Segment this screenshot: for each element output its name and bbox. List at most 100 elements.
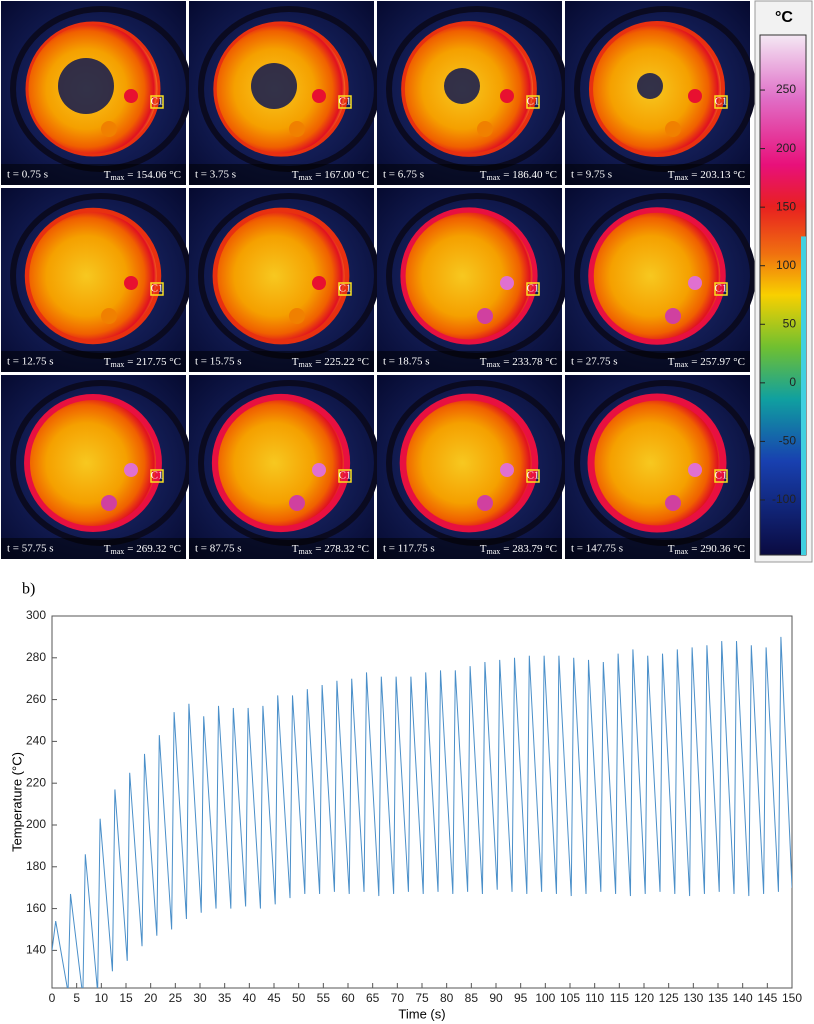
hot-spot <box>500 463 514 477</box>
caption-bg <box>377 164 562 185</box>
thermal-panel: C1 t = 0.75 s Tmax = 154.06 °C <box>1 1 192 185</box>
hot-spot <box>688 89 702 103</box>
x-tick-label: 70 <box>391 991 405 1005</box>
y-tick-label: 240 <box>26 734 46 748</box>
rim <box>587 393 727 533</box>
hot-spot <box>500 276 514 290</box>
hot-spot <box>312 276 326 290</box>
hot-spot <box>665 121 681 137</box>
thermal-panel: C1 t = 3.75 s Tmax = 167.00 °C <box>189 1 380 185</box>
marker-box <box>526 95 540 109</box>
tmax-value: = 233.78 °C <box>503 356 557 368</box>
thermal-panel: C1 t = 27.75 s Tmax = 257.97 °C <box>565 188 756 372</box>
tmax-subscript: max <box>111 360 125 369</box>
x-tick-label: 80 <box>440 991 454 1005</box>
caption-bg <box>565 164 750 185</box>
thermal-panel: C1 t = 147.75 s Tmax = 290.36 °C <box>565 375 756 559</box>
marker-label: C1 <box>527 283 540 295</box>
colorbar-tick-label: -100 <box>772 492 796 506</box>
marker-label: C1 <box>527 470 540 482</box>
line-series <box>52 636 792 988</box>
x-tick-label: 135 <box>708 991 728 1005</box>
thermal-panel: C1 t = 57.75 s Tmax = 269.32 °C <box>1 375 192 559</box>
tmax-value: = 290.36 °C <box>691 543 745 555</box>
thermal-panel: C1 t = 87.75 s Tmax = 278.32 °C <box>189 375 380 559</box>
rim <box>588 207 726 345</box>
tmax-value: = 154.06 °C <box>127 169 181 181</box>
tmax-label: Tmax = 290.36 °C <box>668 543 745 556</box>
caption-bg <box>1 538 186 559</box>
tmax-subscript: max <box>299 173 313 182</box>
x-tick-label: 150 <box>782 991 802 1005</box>
y-tick-label: 300 <box>26 608 46 622</box>
caption-bg <box>189 351 374 372</box>
tmax-label: Tmax = 154.06 °C <box>104 169 181 182</box>
tmax-symbol: T <box>292 543 299 555</box>
rim <box>588 20 726 158</box>
tmax-label: Tmax = 203.13 °C <box>668 169 745 182</box>
x-tick-label: 115 <box>610 991 629 1005</box>
hot-spot <box>101 308 117 324</box>
caption-bg <box>377 538 562 559</box>
disc <box>403 397 535 529</box>
hot-spot <box>688 463 702 477</box>
disc <box>27 210 159 342</box>
tmax-value: = 225.22 °C <box>315 356 369 368</box>
panel-b-label: b) <box>22 581 35 598</box>
tmax-symbol: T <box>480 356 487 368</box>
rim <box>25 21 161 157</box>
rim <box>401 21 537 157</box>
thermal-panel: C1 t = 6.75 s Tmax = 186.40 °C <box>377 1 568 185</box>
marker-box <box>338 282 352 296</box>
x-tick-label: 5 <box>73 991 80 1005</box>
rim <box>213 21 349 157</box>
marker-label: C1 <box>527 96 540 108</box>
caption-bg <box>565 538 750 559</box>
colorbar-tick-label: -50 <box>779 434 797 448</box>
tmax-symbol: T <box>480 543 487 555</box>
tmax-label: Tmax = 283.79 °C <box>480 543 557 556</box>
tmax-value: = 167.00 °C <box>315 169 369 181</box>
time-label: t = 18.75 s <box>383 356 430 368</box>
thermal-panel: C1 t = 18.75 s Tmax = 233.78 °C <box>377 188 568 372</box>
x-tick-label: 90 <box>489 991 503 1005</box>
marker-label: C1 <box>339 283 352 295</box>
marker-box <box>714 469 728 483</box>
y-tick-label: 260 <box>26 692 46 706</box>
tmax-subscript: max <box>675 547 689 556</box>
tmax-label: Tmax = 278.32 °C <box>292 543 369 556</box>
tmax-symbol: T <box>104 169 111 181</box>
x-tick-label: 40 <box>243 991 257 1005</box>
hot-spot <box>477 495 493 511</box>
x-tick-label: 15 <box>119 991 133 1005</box>
marker-box <box>150 282 164 296</box>
rim <box>400 207 538 345</box>
disc <box>403 210 535 342</box>
y-axis-label: Temperature (°C) <box>9 752 24 852</box>
caption-bg <box>1 164 186 185</box>
marker-box <box>338 95 352 109</box>
marker-label: C1 <box>715 283 728 295</box>
tmax-value: = 283.79 °C <box>503 543 557 555</box>
x-tick-label: 100 <box>535 991 555 1005</box>
hot-spot <box>289 495 305 511</box>
x-tick-label: 140 <box>733 991 753 1005</box>
tmax-symbol: T <box>668 356 675 368</box>
hot-spot <box>101 495 117 511</box>
tmax-value: = 217.75 °C <box>127 356 181 368</box>
hot-spot <box>312 463 326 477</box>
hot-spot <box>289 308 305 324</box>
tmax-subscript: max <box>299 360 313 369</box>
x-tick-label: 10 <box>95 991 109 1005</box>
hot-spot <box>124 463 138 477</box>
time-label: t = 12.75 s <box>7 356 54 368</box>
tmax-value: = 186.40 °C <box>503 169 557 181</box>
tmax-symbol: T <box>292 356 299 368</box>
hot-spot <box>124 276 138 290</box>
tmax-symbol: T <box>104 356 111 368</box>
cold-zone <box>444 68 480 104</box>
hot-spot <box>477 121 493 137</box>
hot-spot <box>289 121 305 137</box>
tmax-label: Tmax = 186.40 °C <box>480 169 557 182</box>
